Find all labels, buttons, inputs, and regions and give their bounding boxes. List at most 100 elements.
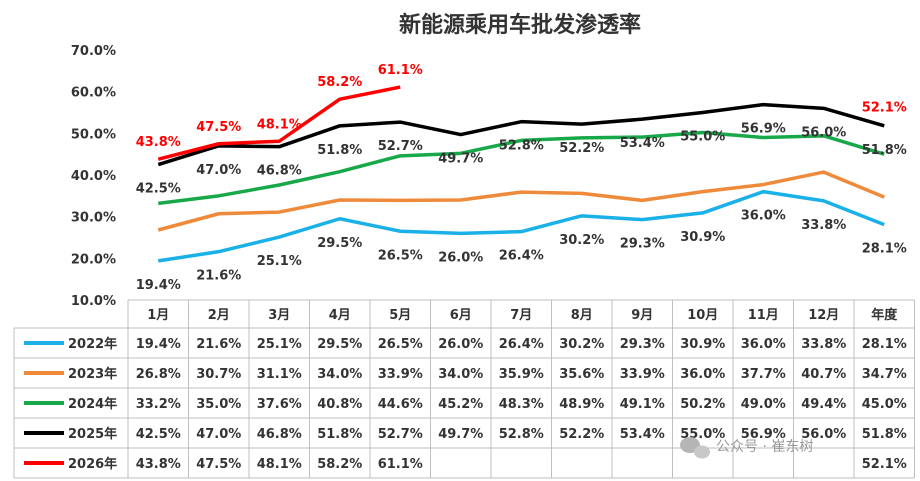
- table-cell: 46.8%: [257, 427, 302, 442]
- table-cell: 35.0%: [196, 397, 241, 412]
- table-cell: 34.0%: [317, 367, 362, 382]
- table-cell: 26.0%: [438, 337, 483, 352]
- x-category-label: 5月: [389, 308, 411, 323]
- data-label: 52.7%: [378, 139, 423, 154]
- table-cell: 56.9%: [741, 427, 786, 442]
- data-label: 51.8%: [862, 143, 907, 158]
- legend-label: 2023年: [68, 366, 117, 382]
- series-lines: [157, 87, 885, 263]
- y-tick-label: 50.0%: [71, 127, 116, 142]
- table-cell: 51.8%: [317, 427, 362, 442]
- y-tick-label: 30.0%: [71, 211, 116, 226]
- x-category-label: 11月: [748, 308, 779, 323]
- table-cell: 49.4%: [801, 397, 846, 412]
- x-category-label: 4月: [329, 308, 351, 323]
- data-labels: 19.4% 21.6% 25.1% 29.5% 26.5% 26.0% 26.4% 30.2%…: [136, 63, 907, 293]
- table-cell: 42.5%: [136, 427, 181, 442]
- data-label: 46.8%: [257, 164, 302, 179]
- table-cell: 47.0%: [196, 427, 241, 442]
- x-category-label: 7月: [510, 308, 532, 323]
- series-line: [157, 170, 885, 232]
- data-label: 56.9%: [741, 122, 786, 137]
- data-label: 29.5%: [317, 236, 362, 251]
- x-category-label: 9月: [631, 308, 653, 323]
- table-cell: 40.8%: [317, 397, 362, 412]
- data-label: 52.2%: [559, 141, 604, 156]
- table-cell: 49.1%: [620, 397, 665, 412]
- data-label: 61.1%: [378, 63, 423, 78]
- table-cell: 44.6%: [378, 397, 423, 412]
- table-cell: 29.3%: [620, 337, 665, 352]
- table-cell: 52.8%: [499, 427, 544, 442]
- table-cell: 35.9%: [499, 367, 544, 382]
- table-cell: 45.2%: [438, 397, 483, 412]
- table-cell: 26.8%: [136, 367, 181, 382]
- table-cell: 50.2%: [680, 397, 725, 412]
- data-label: 21.6%: [196, 269, 241, 284]
- x-category-label: 8月: [571, 308, 593, 323]
- data-label: 51.8%: [317, 143, 362, 158]
- data-label: 47.5%: [196, 120, 241, 135]
- table-cell: 33.2%: [136, 397, 181, 412]
- data-label: 58.2%: [317, 75, 362, 90]
- table-cell: 36.0%: [741, 337, 786, 352]
- data-label: 30.9%: [680, 230, 725, 245]
- table-cell: 47.5%: [196, 457, 241, 472]
- table-cell: 33.9%: [620, 367, 665, 382]
- table-cell: 40.7%: [801, 367, 846, 382]
- series-line: [157, 189, 885, 263]
- legend-label: 2025年: [68, 426, 117, 442]
- table-cell: 49.7%: [438, 427, 483, 442]
- table-cell: 34.7%: [862, 367, 907, 382]
- table-cell: 52.7%: [378, 427, 423, 442]
- data-label: 26.0%: [438, 250, 483, 265]
- data-label: 47.0%: [196, 163, 241, 178]
- table-cell: 33.8%: [801, 337, 846, 352]
- series-line: [158, 130, 885, 206]
- table-cell: 53.4%: [620, 427, 665, 442]
- y-tick-label: 20.0%: [71, 252, 116, 267]
- table-cell: 25.1%: [257, 337, 302, 352]
- data-label: 42.5%: [136, 182, 181, 197]
- watermark-text: 公众号 · 崔东树: [716, 439, 813, 455]
- x-category-label: 10月: [687, 308, 718, 323]
- table-cell: 48.1%: [257, 457, 302, 472]
- data-label: 52.1%: [862, 101, 907, 116]
- table-cell: 37.7%: [741, 367, 786, 382]
- wechat-icon: [680, 437, 710, 459]
- legend-label: 2022年: [68, 336, 117, 352]
- data-label: 30.2%: [559, 233, 604, 248]
- data-label: 53.4%: [620, 136, 665, 151]
- data-label: 36.0%: [741, 209, 786, 224]
- table-cell: 51.8%: [862, 427, 907, 442]
- data-label: 56.0%: [801, 125, 846, 140]
- x-category-label: 2月: [208, 308, 230, 323]
- data-label: 29.3%: [620, 237, 665, 252]
- table-cell: 19.4%: [136, 337, 181, 352]
- table-cell: 26.5%: [378, 337, 423, 352]
- table-cell: 31.1%: [257, 367, 302, 382]
- legend-label: 2026年: [68, 456, 117, 472]
- table-cell: 45.0%: [862, 397, 907, 412]
- legend-label: 2024年: [68, 396, 117, 412]
- table-cell: 29.5%: [317, 337, 362, 352]
- table-cell: 48.3%: [499, 397, 544, 412]
- table-cell: 26.4%: [499, 337, 544, 352]
- table-cell: 35.6%: [559, 367, 604, 382]
- data-label: 48.1%: [257, 117, 302, 132]
- table-cell: 34.0%: [438, 367, 483, 382]
- watermark: 公众号 · 崔东树: [680, 437, 813, 459]
- table-cell: 21.6%: [196, 337, 241, 352]
- table-cell: 28.1%: [862, 337, 907, 352]
- data-label: 49.7%: [438, 152, 483, 167]
- y-tick-label: 70.0%: [71, 44, 116, 59]
- table-cell: 49.0%: [741, 397, 786, 412]
- table-cell: 58.2%: [317, 457, 362, 472]
- table-cell: 43.8%: [136, 457, 181, 472]
- y-tick-label: 10.0%: [71, 294, 116, 309]
- table-cell: 48.9%: [559, 397, 604, 412]
- series-line: [157, 102, 885, 167]
- data-label: 43.8%: [136, 135, 181, 150]
- data-label: 55.0%: [680, 130, 725, 145]
- table-cell: 30.7%: [196, 367, 241, 382]
